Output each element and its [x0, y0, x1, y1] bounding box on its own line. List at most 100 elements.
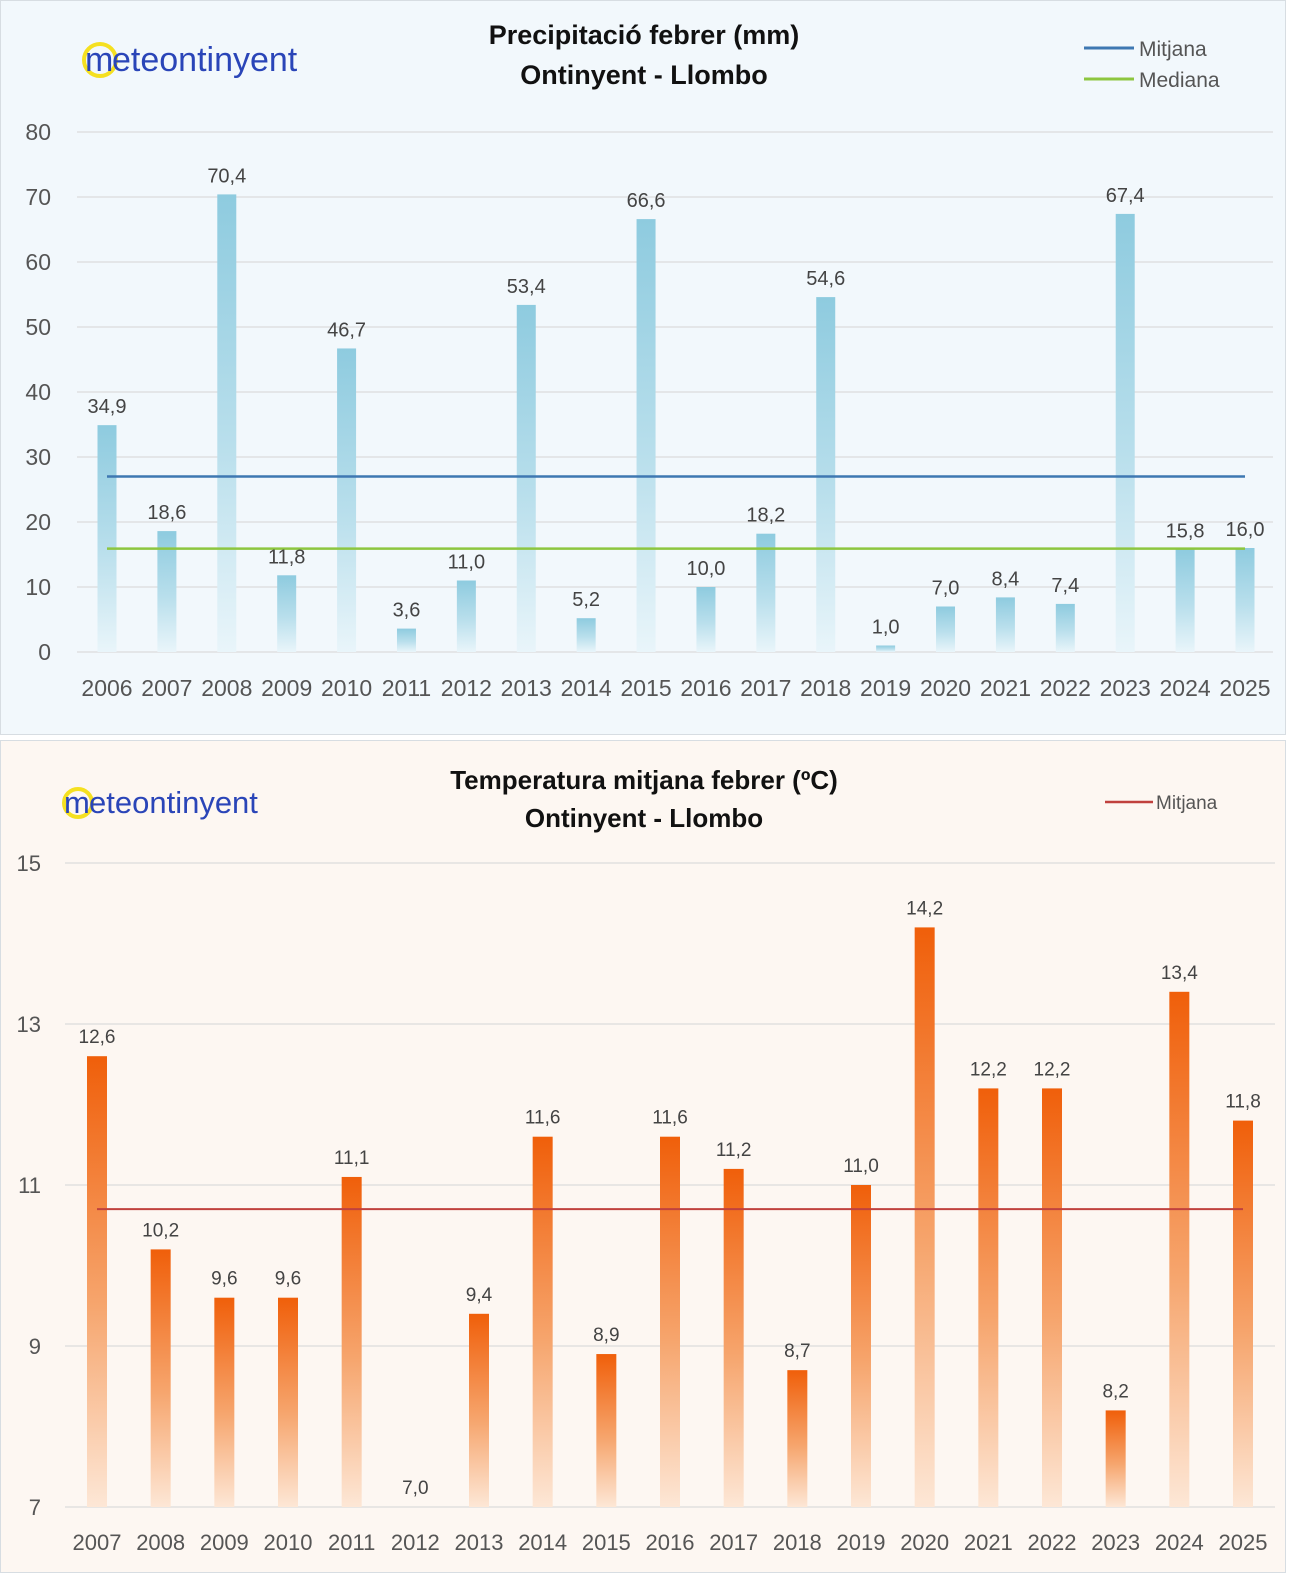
y-tick-label: 60 [25, 249, 51, 275]
bar-2018 [816, 297, 836, 652]
x-tick-label-2019: 2019 [837, 1530, 886, 1555]
data-labels: 12,6 10,2 9,6 9,6 11,1 7,0 9,4 11,6 8,9 11,6 11,2 8… [79, 898, 1261, 1499]
bar-2022 [1055, 603, 1075, 652]
data-label-2025: 16,0 [1226, 519, 1265, 541]
bar-2008 [150, 1249, 171, 1507]
data-label-2023: 67,4 [1106, 185, 1145, 207]
x-tick-label-2007: 2007 [141, 675, 192, 701]
x-tick-label-2007: 2007 [73, 1530, 122, 1555]
logo-m: m [64, 785, 90, 820]
data-label-2020: 7,0 [932, 578, 960, 600]
data-label-2016: 11,6 [652, 1108, 688, 1129]
bar-2023 [1105, 1410, 1126, 1507]
precipitation-chart-panel: m eteontinyent Precipitació febrer (mm) … [0, 0, 1286, 735]
x-tick-label-2016: 2016 [646, 1530, 695, 1555]
bar-2013 [516, 304, 536, 652]
bar-2014 [576, 618, 596, 652]
y-tick-label: 7 [29, 1495, 41, 1520]
x-tick-label-2013: 2013 [501, 675, 552, 701]
x-tick-label-2021: 2021 [964, 1530, 1013, 1555]
bar-2011 [396, 628, 416, 652]
bar-2021 [995, 597, 1015, 652]
data-label-2012: 7,0 [402, 1478, 428, 1499]
legend: Mitjana [1105, 793, 1218, 814]
chart-title-line2: Ontinyent - Llombo [525, 803, 763, 833]
x-tick-label-2016: 2016 [680, 675, 731, 701]
chart-title-line2: Ontinyent - Llombo [520, 60, 767, 90]
bar-2014 [532, 1136, 553, 1507]
bars [87, 927, 1253, 1507]
logo: m eteontinyent [62, 785, 258, 820]
y-axis-ticks: 7 9 11 13 15 [17, 851, 41, 1520]
x-tick-label-2025: 2025 [1219, 675, 1270, 701]
data-label-2019: 1,0 [872, 617, 900, 639]
data-labels: 34,9 18,6 70,4 11,8 46,7 3,6 11,0 53,4 5,2 66,6 10… [88, 165, 1265, 638]
x-tick-label-2022: 2022 [1040, 675, 1091, 701]
x-tick-label-2017: 2017 [709, 1530, 758, 1555]
x-tick-label-2008: 2008 [136, 1530, 185, 1555]
data-label-2021: 8,4 [992, 568, 1020, 590]
y-tick-label: 40 [25, 379, 51, 405]
x-axis-ticks: 2007 2008 2009 2010 2011 2012 2013 2014 2015 2016… [73, 1530, 1268, 1555]
x-tick-label-2023: 2023 [1100, 675, 1151, 701]
data-label-2013: 53,4 [507, 276, 546, 298]
x-tick-label-2024: 2024 [1160, 675, 1211, 701]
y-tick-label: 10 [25, 574, 51, 600]
bar-2006 [97, 425, 117, 652]
x-tick-label-2014: 2014 [518, 1530, 567, 1555]
bar-2007 [157, 531, 177, 652]
data-label-2020: 14,2 [906, 898, 943, 919]
x-axis-ticks: 2006 2007 2008 2009 2010 2011 2012 2013 2014 2015… [81, 675, 1270, 701]
bar-2020 [936, 606, 956, 652]
x-tick-label-2008: 2008 [201, 675, 252, 701]
x-tick-label-2025: 2025 [1219, 1530, 1268, 1555]
bar-2015 [596, 1354, 617, 1507]
bar-2010 [337, 348, 357, 652]
bar-2007 [87, 1056, 107, 1507]
logo-m: m [85, 41, 113, 79]
y-axis-ticks: 0 10 20 30 40 50 60 70 80 [25, 119, 51, 665]
data-label-2012: 11,0 [448, 552, 485, 574]
bar-2017 [723, 1168, 744, 1507]
bar-2013 [469, 1313, 489, 1507]
reference-lines [107, 475, 1245, 550]
bar-2009 [214, 1297, 235, 1507]
x-tick-label-2014: 2014 [561, 675, 612, 701]
y-tick-label: 11 [18, 1173, 41, 1198]
logo-text: eteontinyent [89, 785, 258, 820]
data-label-2024: 15,8 [1166, 520, 1205, 542]
data-label-2008: 10,2 [142, 1220, 179, 1241]
x-tick-label-2012: 2012 [391, 1530, 440, 1555]
gridlines [77, 131, 1273, 653]
logo-circle-icon [62, 787, 94, 819]
bar-2016 [660, 1136, 680, 1507]
data-label-2010: 46,7 [327, 319, 366, 341]
data-label-2017: 18,2 [746, 505, 785, 527]
x-tick-label-2019: 2019 [860, 675, 911, 701]
data-label-2022: 12,2 [1034, 1059, 1071, 1080]
data-label-2008: 70,4 [207, 165, 246, 187]
chart-title-line1: Precipitació febrer (mm) [489, 20, 800, 50]
data-label-2011: 3,6 [393, 600, 421, 622]
bar-2009 [277, 575, 297, 652]
data-label-2006: 34,9 [88, 396, 127, 418]
legend: Mitjana Mediana [1084, 38, 1220, 92]
y-tick-label: 70 [25, 184, 51, 210]
data-label-2007: 12,6 [79, 1027, 116, 1048]
y-tick-label: 80 [25, 119, 51, 145]
data-label-2014: 5,2 [572, 589, 600, 611]
temperature-chart: m eteontinyent Temperatura mitjana febre… [17, 765, 1275, 1555]
data-label-2011: 11,1 [334, 1148, 370, 1169]
bar-2021 [978, 1088, 999, 1507]
bar-2019 [851, 1185, 871, 1507]
bar-2025 [1233, 1120, 1253, 1507]
data-label-2016: 10,0 [686, 558, 725, 580]
bar-2018 [787, 1370, 808, 1507]
bar-2015 [636, 219, 656, 652]
bar-2025 [1235, 548, 1255, 652]
x-tick-label-2020: 2020 [900, 1530, 949, 1555]
x-tick-label-2009: 2009 [200, 1530, 249, 1555]
y-tick-label: 30 [25, 444, 51, 470]
bar-2024 [1169, 991, 1190, 1507]
legend-label-mitjana: Mitjana [1139, 38, 1207, 61]
